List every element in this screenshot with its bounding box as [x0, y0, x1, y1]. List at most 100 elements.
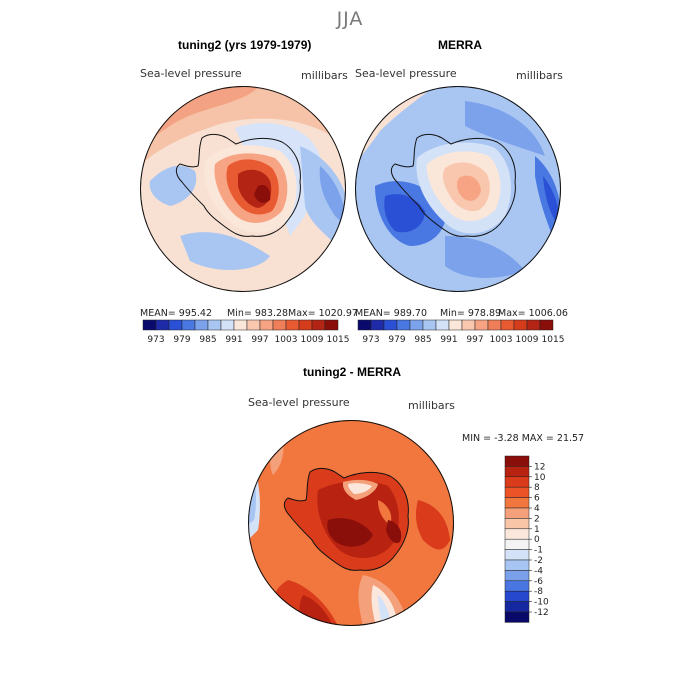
colorbar-swatch — [504, 466, 530, 478]
colorbar-tick-label: -8 — [534, 587, 543, 597]
colorbar-tick-label: 979 — [388, 335, 405, 345]
colorbar-tick-label: 1003 — [490, 335, 513, 345]
colorbar-swatch — [370, 319, 385, 331]
colorbar-swatch — [298, 319, 313, 331]
min-value-model: Min= 983.28 — [227, 308, 289, 319]
colorbar-swatch — [324, 319, 339, 331]
colorbar-tick-label: 12 — [534, 462, 545, 472]
colorbar-swatch — [539, 319, 554, 331]
colorbar-tick-label: -6 — [534, 577, 543, 587]
colorbar-tick-label: 1015 — [327, 335, 350, 345]
colorbar-swatch — [504, 476, 530, 488]
colorbar-swatch — [181, 319, 196, 331]
panel-title-diff: tuning2 - MERRA — [303, 365, 401, 379]
colorbar-swatch — [461, 319, 476, 331]
panel-title-model: tuning2 (yrs 1979-1979) — [178, 38, 312, 52]
colorbar-tick-label: 979 — [173, 335, 190, 345]
variable-label-diff: Sea-level pressure — [248, 396, 350, 409]
colorbar-tick-label: 1003 — [275, 335, 298, 345]
colorbar-tick-label: 8 — [534, 483, 540, 493]
mean-value-model: MEAN= 995.42 — [140, 308, 213, 319]
mean-value-obs: MEAN= 989.70 — [355, 308, 428, 319]
colorbar-tick-label: -2 — [534, 556, 543, 566]
max-value-model: Max= 1020.97 — [288, 308, 358, 319]
colorbar-swatch — [504, 455, 530, 467]
colorbar-swatch — [504, 590, 530, 602]
variable-label-obs: Sea-level pressure — [355, 67, 457, 80]
colorbar-swatch — [220, 319, 235, 331]
colorbar-swatch — [504, 528, 530, 540]
colorbar-tick-label: 1009 — [301, 335, 324, 345]
colorbar-model: 973 979 985 991 997 1003 1009 1015 — [142, 319, 349, 345]
colorbar-swatch — [155, 319, 170, 331]
colorbar-swatch — [272, 319, 287, 331]
colorbar-swatch — [259, 319, 274, 331]
colorbar-tick-label: -12 — [534, 608, 549, 618]
colorbar-tick-label: -4 — [534, 566, 543, 576]
colorbar-swatch — [500, 319, 515, 331]
colorbar-swatches-obs: 973 979 985 991 997 1003 1009 1015 — [357, 319, 565, 345]
minmax-value-diff: MIN = -3.28 MAX = 21.57 — [462, 433, 585, 444]
colorbar-tick-label: 985 — [414, 335, 431, 345]
colorbar-swatch — [422, 319, 437, 331]
min-value-obs: Min= 978.89 — [440, 308, 502, 319]
colorbar-swatch — [504, 580, 530, 592]
colorbar-swatch — [504, 611, 530, 623]
colorbar-swatch — [357, 319, 372, 331]
colorbar-tick-label: 973 — [362, 335, 379, 345]
colorbar-swatch — [487, 319, 502, 331]
colorbar-swatch — [504, 559, 530, 571]
units-label-model: millibars — [301, 69, 348, 82]
colorbar-swatch — [383, 319, 398, 331]
colorbar-tick-label: 4 — [534, 504, 540, 514]
colorbar-swatch — [285, 319, 300, 331]
colorbar-tick-label: 973 — [147, 335, 164, 345]
colorbar-tick-label: -1 — [534, 546, 543, 556]
colorbar-swatch — [504, 549, 530, 561]
colorbar-tick-label: 997 — [466, 335, 483, 345]
colorbar-swatch — [504, 538, 530, 550]
colorbar-tick-label: 991 — [225, 335, 242, 345]
colorbar-swatch — [246, 319, 261, 331]
colorbar-swatch — [233, 319, 248, 331]
polar-map-diff — [248, 420, 454, 626]
colorbar-tick-label: 1 — [534, 525, 540, 535]
panel-title-obs: MERRA — [438, 38, 482, 52]
colorbar-swatch — [409, 319, 424, 331]
colorbar-tick-label: 0 — [534, 535, 540, 545]
polar-map-model — [140, 86, 346, 292]
max-value-obs: Max= 1006.06 — [498, 308, 568, 319]
colorbar-swatch — [194, 319, 209, 331]
colorbar-swatch — [513, 319, 528, 331]
figure-title: JJA — [336, 8, 364, 30]
colorbar-tick-label: 10 — [534, 473, 546, 483]
colorbar-tick-label: 985 — [199, 335, 216, 345]
polar-map-obs — [355, 86, 561, 292]
variable-label-model: Sea-level pressure — [140, 67, 242, 80]
units-label-diff: millibars — [408, 399, 455, 412]
colorbar-swatch — [311, 319, 326, 331]
colorbar-swatch — [504, 507, 530, 519]
colorbar-swatch — [207, 319, 222, 331]
colorbar-tick-label: 2 — [534, 514, 540, 524]
colorbar-tick-label: 6 — [534, 494, 540, 504]
colorbar-swatches-model: 973 979 985 991 997 1003 1009 1015 — [142, 319, 350, 345]
colorbar-swatch — [474, 319, 489, 331]
colorbar-tick-label: 1009 — [516, 335, 539, 345]
colorbar-swatch — [168, 319, 183, 331]
colorbar-swatch — [526, 319, 541, 331]
units-label-obs: millibars — [516, 69, 563, 82]
colorbar-swatch — [142, 319, 157, 331]
colorbar-swatch — [504, 570, 530, 582]
colorbar-swatch — [435, 319, 450, 331]
colorbar-swatch — [504, 497, 530, 509]
colorbar-tick-label: 1015 — [542, 335, 565, 345]
colorbar-tick-label: 997 — [251, 335, 268, 345]
colorbar-tick-label: -10 — [534, 598, 549, 608]
colorbar-obs: 973 979 985 991 997 1003 1009 1015 — [357, 319, 564, 345]
colorbar-tick-label: 991 — [440, 335, 457, 345]
colorbar-swatch — [504, 518, 530, 530]
colorbar-swatch — [504, 601, 530, 613]
